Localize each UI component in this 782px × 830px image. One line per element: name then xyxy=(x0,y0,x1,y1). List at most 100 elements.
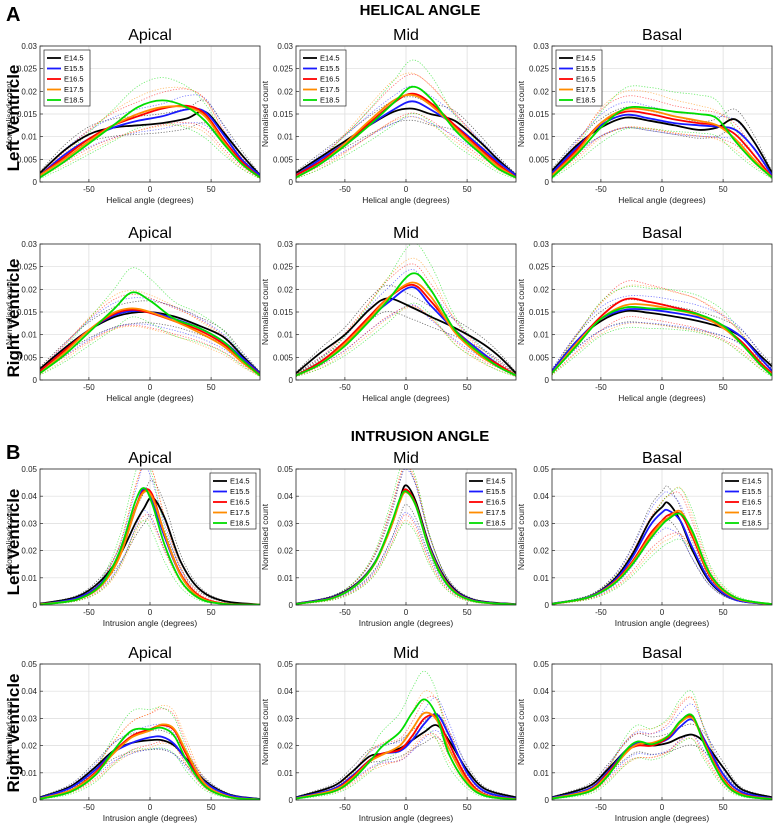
series-envelope-upper-E17.5 xyxy=(552,284,772,374)
y-tick-label: 0.01 xyxy=(21,133,37,142)
series-envelope-lower-E16.5 xyxy=(40,741,260,800)
x-tick-label: 50 xyxy=(207,185,216,194)
y-tick-label: 0.02 xyxy=(21,742,37,751)
section-title-intrusion: INTRUSION ANGLE xyxy=(351,428,490,445)
legend-label-E16.5: E16.5 xyxy=(64,75,84,84)
y-tick-label: 0 xyxy=(289,178,294,187)
legend-box xyxy=(555,49,603,107)
series-envelope-upper-E14.5 xyxy=(552,723,772,798)
series-envelope-lower-E14.5 xyxy=(40,322,260,375)
legend-label-E17.5: E17.5 xyxy=(64,85,84,94)
x-axis-label: Helical angle (degrees) xyxy=(618,195,706,205)
y-tick-label: 0.04 xyxy=(277,687,293,696)
y-tick-label: 0.01 xyxy=(533,769,549,778)
legend-label-E18.5: E18.5 xyxy=(320,96,340,105)
legend-label-E15.5: E15.5 xyxy=(64,64,84,73)
legend-label-E17.5: E17.5 xyxy=(742,508,762,517)
x-tick-label: 50 xyxy=(463,185,472,194)
y-axis-label: Normalised count xyxy=(4,503,14,570)
subplot-title: Basal xyxy=(642,225,682,242)
y-axis-label: Normalised count xyxy=(260,698,270,765)
y-tick-label: 0.03 xyxy=(533,519,549,528)
y-tick-label: 0.03 xyxy=(277,519,293,528)
series-line-E18.5 xyxy=(296,85,516,179)
series-line-E15.5 xyxy=(552,718,772,800)
series-envelope-lower-E16.5 xyxy=(552,532,772,605)
x-tick-label: -50 xyxy=(339,803,351,812)
series-envelope-upper-E15.5 xyxy=(40,723,260,800)
series-envelope-lower-E18.5 xyxy=(296,522,516,605)
series-envelope-lower-E17.5 xyxy=(40,325,260,377)
series-line-E18.5 xyxy=(296,490,516,605)
x-tick-label: -50 xyxy=(595,803,607,812)
y-tick-label: 0.03 xyxy=(21,519,37,528)
series-envelope-lower-E17.5 xyxy=(552,533,772,605)
series-line-E14.5 xyxy=(552,733,772,799)
x-axis-label: Intrusion angle (degrees) xyxy=(359,618,454,628)
y-tick-label: 0.02 xyxy=(21,547,37,556)
legend-label-E15.5: E15.5 xyxy=(742,487,762,496)
series-group xyxy=(296,244,516,378)
subplot-2: Mid -50 0 50 0 0.005 0.01 0.015 0.02 0.025 0.03 Hel… xyxy=(260,27,517,205)
x-axis-label: Helical angle (degrees) xyxy=(106,195,194,205)
y-tick-label: 0.03 xyxy=(533,714,549,723)
series-group xyxy=(552,485,772,605)
y-tick-label: 0 xyxy=(33,601,38,610)
row-label-rv-helical: Right Ventricle xyxy=(4,258,23,377)
series-envelope-lower-E18.5 xyxy=(552,127,772,180)
y-tick-label: 0.02 xyxy=(21,285,37,294)
y-tick-label: 0.02 xyxy=(277,742,293,751)
series-group xyxy=(296,59,516,180)
x-tick-label: 50 xyxy=(463,608,472,617)
subplot-title: Mid xyxy=(393,645,419,662)
y-tick-label: 0.02 xyxy=(21,87,37,96)
y-tick-label: 0.05 xyxy=(277,660,293,669)
subplot-11: Mid -50 0 50 0 0.01 0.02 0.03 0.04 0.05 Intrusion … xyxy=(260,645,517,823)
y-tick-label: 0 xyxy=(545,178,550,187)
subplot-3: Basal -50 0 50 0 0.005 0.01 0.015 0.02 0.025 0.03 H… xyxy=(516,27,773,205)
y-tick-label: 0 xyxy=(545,601,550,610)
series-line-E18.5 xyxy=(552,512,772,605)
x-tick-label: 50 xyxy=(463,803,472,812)
y-tick-label: 0.03 xyxy=(21,714,37,723)
x-tick-label: 50 xyxy=(207,383,216,392)
subplot-title: Basal xyxy=(642,645,682,662)
series-envelope-upper-E16.5 xyxy=(552,697,772,800)
x-tick-label: 0 xyxy=(404,803,409,812)
series-group xyxy=(552,280,772,378)
y-tick-label: 0 xyxy=(33,376,38,385)
x-tick-label: 0 xyxy=(660,383,665,392)
y-tick-label: 0.02 xyxy=(277,285,293,294)
series-envelope-lower-E15.5 xyxy=(552,322,772,373)
subplot-5: Mid -50 0 50 0 0.005 0.01 0.015 0.02 0.025 0.03 Hel… xyxy=(260,225,517,403)
series-line-E17.5 xyxy=(296,281,516,377)
y-tick-label: 0.05 xyxy=(21,660,37,669)
y-axis-label: Normalised count xyxy=(4,80,14,147)
y-tick-label: 0.025 xyxy=(529,263,550,272)
legend-label-E16.5: E16.5 xyxy=(486,498,506,507)
y-tick-label: 0.01 xyxy=(533,331,549,340)
subplot-9: Basal -50 0 50 0 0.01 0.02 0.03 0.04 0.05 Intrusio… xyxy=(516,450,773,628)
series-envelope-lower-E16.5 xyxy=(296,733,516,800)
series-envelope-upper-E18.5 xyxy=(296,670,516,800)
series-envelope-lower-E18.5 xyxy=(552,538,772,605)
legend-label-E14.5: E14.5 xyxy=(576,54,596,63)
series-line-E16.5 xyxy=(552,297,772,374)
series-line-E16.5 xyxy=(40,104,260,179)
subplot-title: Mid xyxy=(393,450,419,467)
legend-label-E18.5: E18.5 xyxy=(486,519,506,528)
x-axis-label: Intrusion angle (degrees) xyxy=(103,813,198,823)
legend-label-E17.5: E17.5 xyxy=(230,508,250,517)
x-tick-label: 0 xyxy=(404,608,409,617)
subplot-grid: Apical -50 0 50 0 0.005 0.01 0.015 0.02 0.025 0.03… xyxy=(4,27,773,823)
y-tick-label: 0.04 xyxy=(21,687,37,696)
subplot-1: Apical -50 0 50 0 0.005 0.01 0.015 0.02 0.025 0.03… xyxy=(4,27,261,205)
y-tick-label: 0.005 xyxy=(529,353,550,362)
series-line-E17.5 xyxy=(40,105,260,179)
series-line-E18.5 xyxy=(40,291,260,377)
series-envelope-upper-E16.5 xyxy=(40,88,260,177)
x-tick-label: -50 xyxy=(339,383,351,392)
